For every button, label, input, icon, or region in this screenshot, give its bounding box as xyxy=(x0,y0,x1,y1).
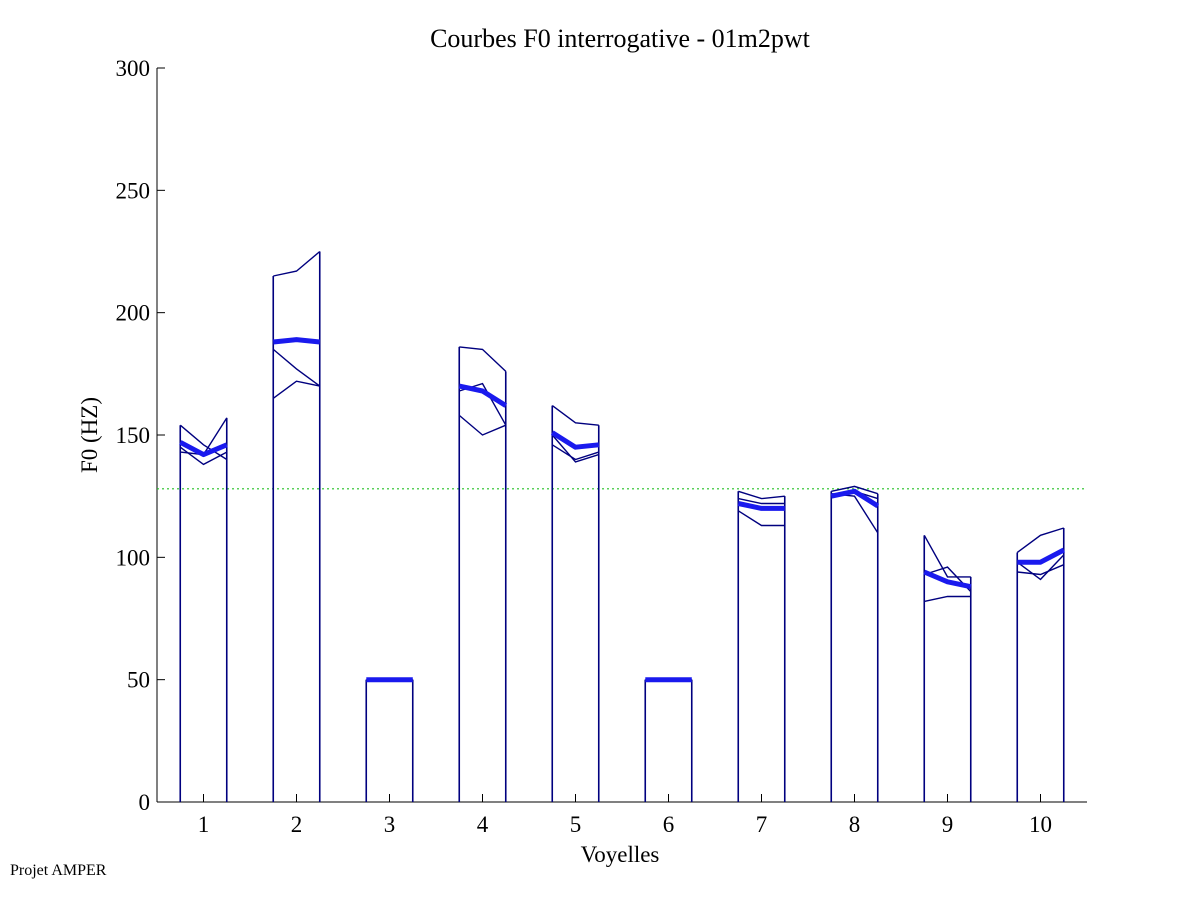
f0-mean-curve xyxy=(273,337,321,345)
f0-repetition-curve xyxy=(459,346,507,372)
x-tick-label: 3 xyxy=(384,812,396,837)
f0-repetition-curve xyxy=(551,444,600,461)
f0-mean-curve xyxy=(550,430,600,450)
f0-mean-curve xyxy=(179,440,228,458)
y-tick-label: 300 xyxy=(116,56,151,81)
x-tick-label: 2 xyxy=(291,812,303,837)
f0-mean-curve xyxy=(830,488,880,509)
y-tick-label: 50 xyxy=(127,668,150,693)
y-tick-label: 100 xyxy=(116,545,151,570)
f0-repetition-curve xyxy=(272,348,321,387)
f0-repetition-curve xyxy=(273,250,321,277)
y-axis-label: F0 (HZ) xyxy=(77,397,102,473)
x-tick-label: 1 xyxy=(198,812,210,837)
x-tick-label: 9 xyxy=(942,812,954,837)
x-tick-label: 5 xyxy=(570,812,582,837)
f0-mean-curve xyxy=(1017,547,1065,565)
footer-credit: Projet AMPER xyxy=(10,862,107,879)
x-tick-label: 7 xyxy=(756,812,768,837)
x-tick-label: 4 xyxy=(477,812,489,837)
x-tick-label: 10 xyxy=(1029,812,1052,837)
f0-repetition-curve xyxy=(737,510,785,527)
chart-title: Courbes F0 interrogative - 01m2pwt xyxy=(430,24,811,53)
f0-mean-curve xyxy=(737,501,785,511)
f0-repetition-curve xyxy=(831,485,879,495)
f0-repetition-curve xyxy=(923,534,971,578)
f0-repetition-curve xyxy=(1017,564,1065,576)
f0-repetition-curve xyxy=(272,380,320,399)
y-tick-label: 250 xyxy=(116,178,151,203)
f0-repetition-curve xyxy=(458,414,507,436)
y-tick-label: 0 xyxy=(139,790,151,815)
f0-repetition-curve xyxy=(738,497,785,505)
f0-repetition-curve xyxy=(551,405,599,426)
plot-area: 0 50 100 150 200 250 300 1 2 3 4 5 6 7 8 9 10 xyxy=(116,56,1087,837)
x-tick-label: 6 xyxy=(663,812,675,837)
f0-repetition-curve xyxy=(924,595,971,603)
x-axis-label: Voyelles xyxy=(581,842,660,867)
f0-mean-curve xyxy=(458,383,508,408)
f0-mean-curve xyxy=(923,569,972,590)
y-tick-label: 200 xyxy=(116,301,151,326)
x-tick-label: 8 xyxy=(849,812,861,837)
f0-repetition-curve xyxy=(738,490,785,500)
f0-repetition-curve xyxy=(1016,527,1065,553)
f0-repetition-curve xyxy=(1016,554,1065,581)
y-tick-label: 150 xyxy=(116,423,151,448)
f0-repetition-curve xyxy=(179,424,228,461)
f0-repetition-curve xyxy=(551,434,600,463)
